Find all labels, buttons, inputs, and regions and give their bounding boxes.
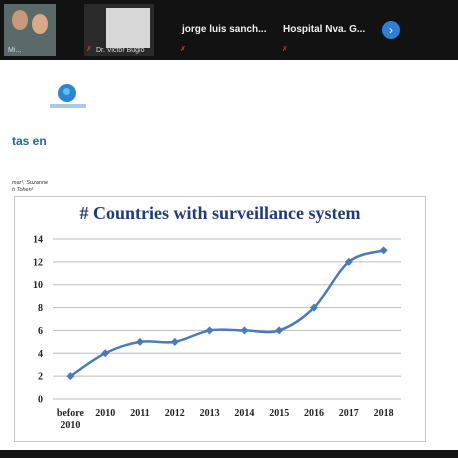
y-tick-label: 0 [38, 395, 43, 406]
x-tick-label: 2018 [374, 408, 394, 419]
globe-logo-icon [58, 84, 76, 102]
participant-name: Mi... [8, 47, 22, 54]
x-tick-label: 2012 [165, 408, 185, 419]
data-point [66, 372, 75, 381]
participant-face [32, 14, 48, 34]
y-tick-label: 2 [38, 372, 43, 383]
data-point [136, 337, 144, 346]
mic-muted-icon: ✗ [282, 46, 288, 53]
x-tick-label: 2015 [269, 408, 289, 419]
next-participants-button[interactable]: › [382, 21, 400, 39]
x-tick-label: 2017 [339, 408, 359, 419]
mic-muted-icon: ✗ [86, 46, 92, 53]
participant-tile-4[interactable]: ✗ [280, 4, 380, 56]
data-point [240, 326, 249, 335]
participant-name: Hospital Nva. G... [283, 24, 366, 35]
data-point [310, 303, 318, 312]
series-line [69, 249, 384, 378]
participant-tile-3[interactable]: ✗ [178, 4, 278, 56]
data-point [379, 246, 388, 255]
y-tick-label: 10 [33, 280, 43, 291]
x-tick-label: 2014 [234, 408, 254, 419]
participant-name: jorge luis sanch... [182, 24, 267, 35]
author-line: mar¹, Suzanne [12, 180, 49, 186]
chevron-right-icon: › [389, 23, 393, 37]
participant-name: Dr. Victor Bugio [96, 47, 145, 54]
x-tick-label: 2011 [130, 408, 149, 419]
mic-muted-icon: ✗ [180, 46, 186, 53]
y-tick-label: 4 [38, 349, 43, 360]
y-tick-label: 8 [38, 303, 43, 314]
x-tick-label: 2010 [95, 408, 115, 419]
slide-title-fragment: tas en [12, 134, 47, 148]
slide-authors-fragment: mar¹, Suzanne h Tohen¹ [12, 180, 48, 194]
chart-title: # Countries with surveillance system [79, 203, 361, 223]
y-tick-label: 14 [33, 235, 43, 246]
participant-tile-2[interactable]: ✗ Dr. Victor Bugio [84, 4, 154, 56]
line-chart: 0 2 4 6 8 10 12 14 before 2010 2010 2011 2012 2013 201… [33, 235, 401, 431]
x-tick-label: before 2010 [57, 408, 85, 431]
data-point [275, 326, 284, 335]
data-point [205, 326, 214, 335]
data-point [170, 337, 179, 346]
logo-caption [50, 104, 86, 108]
chart-panel: # Countries with surveillance system 0 2 4… [14, 196, 426, 442]
participant-tile-1[interactable]: Mi... [4, 4, 56, 56]
bottom-toolbar [0, 450, 458, 458]
video-participant-bar: Mi... ✗ Dr. Victor Bugio ✗ jorge luis sa… [0, 0, 458, 60]
data-point [344, 257, 353, 266]
x-tick-label: 2016 [304, 408, 324, 419]
y-tick-label: 6 [38, 326, 43, 337]
author-line: h Tohen¹ [12, 187, 34, 193]
participant-video [106, 8, 150, 48]
participant-face [12, 10, 28, 30]
x-tick-label: 2013 [200, 408, 220, 419]
data-point [101, 349, 110, 358]
y-tick-label: 12 [33, 257, 43, 268]
